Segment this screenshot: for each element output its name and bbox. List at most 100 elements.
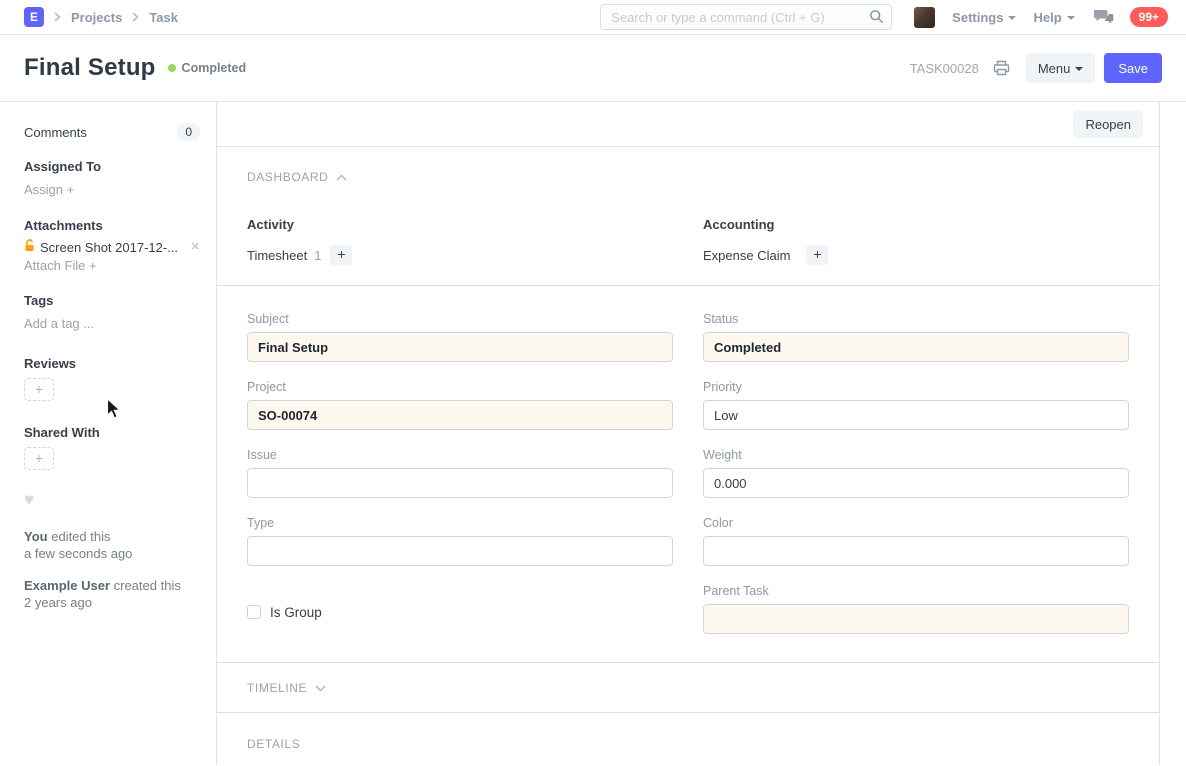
- status-dot-icon: [167, 64, 176, 72]
- main-content: Reopen DASHBOARD Activity Timesheet 1: [217, 102, 1160, 765]
- plus-icon: +: [66, 182, 75, 197]
- new-expense-claim-button[interactable]: +: [806, 245, 829, 265]
- weight-label: Weight: [703, 448, 742, 462]
- new-timesheet-button[interactable]: +: [330, 245, 353, 265]
- attachment-item: Screen Shot 2017-12-... ✕: [24, 239, 200, 256]
- sidebar-item-comments[interactable]: Comments 0: [24, 123, 200, 141]
- page-head: Final Setup Completed TASK00028 Menu Sav…: [0, 35, 1186, 102]
- details-section: DETAILS: [217, 712, 1159, 765]
- dashboard-activity-column: Activity Timesheet 1 +: [247, 217, 673, 265]
- document-id: TASK00028: [909, 60, 979, 76]
- search-icon: [869, 9, 884, 29]
- color-label: Color: [703, 516, 733, 530]
- edited-meta: You edited this a few seconds ago: [24, 529, 133, 561]
- details-section-toggle[interactable]: DETAILS: [247, 737, 301, 751]
- notifications-badge[interactable]: 99+: [1129, 7, 1168, 27]
- weight-input[interactable]: [703, 468, 1129, 498]
- color-field: Color: [703, 516, 1129, 566]
- priority-input[interactable]: [703, 400, 1129, 430]
- status-indicator: Completed: [167, 61, 246, 75]
- timeline-section-toggle[interactable]: TIMELINE: [247, 681, 326, 695]
- issue-field: Issue: [247, 448, 673, 498]
- navbar-right: Settings Help 99+: [914, 6, 1168, 28]
- dashboard-section: DASHBOARD Activity Timesheet 1 +: [217, 147, 1159, 285]
- created-meta: Example User created this 2 years ago: [24, 578, 181, 610]
- task-form-section: Subject Status Project Priority: [217, 285, 1159, 662]
- add-share-button[interactable]: +: [24, 447, 54, 470]
- chevron-right-icon: [131, 12, 140, 22]
- dashboard-accounting-column: Accounting Expense Claim +: [703, 217, 1129, 265]
- priority-field: Priority: [703, 380, 1129, 430]
- add-tag-input[interactable]: Add a tag ...: [24, 316, 95, 331]
- breadcrumb-projects[interactable]: Projects: [71, 9, 123, 25]
- print-icon[interactable]: [993, 60, 1010, 76]
- search-input[interactable]: [600, 4, 893, 30]
- parent-task-field: Parent Task: [703, 584, 1129, 634]
- save-button[interactable]: Save: [1104, 53, 1162, 83]
- sidebar: Comments 0 Assigned To Assign + Attachme…: [0, 102, 217, 765]
- app-logo[interactable]: E: [24, 7, 44, 27]
- parent-task-input[interactable]: [703, 604, 1129, 634]
- form-action-row: Reopen: [217, 102, 1159, 147]
- page-title: Final Setup: [24, 54, 156, 81]
- attachment-link[interactable]: Screen Shot 2017-12-...: [40, 240, 179, 255]
- settings-menu[interactable]: Settings: [952, 10, 1017, 25]
- dashboard-section-toggle[interactable]: DASHBOARD: [247, 170, 347, 184]
- type-input[interactable]: [247, 536, 673, 566]
- chevron-down-icon: [1075, 66, 1084, 71]
- project-field: Project: [247, 380, 673, 430]
- priority-label: Priority: [703, 380, 742, 394]
- subject-input[interactable]: [247, 332, 673, 362]
- color-input[interactable]: [703, 536, 1129, 566]
- status-field: Status: [703, 312, 1129, 362]
- subject-label: Subject: [247, 312, 289, 326]
- attach-file-button[interactable]: Attach File +: [24, 258, 97, 273]
- status-input[interactable]: [703, 332, 1129, 362]
- reviews-heading: Reviews: [24, 356, 77, 371]
- menu-button[interactable]: Menu: [1025, 53, 1096, 83]
- type-field: Type: [247, 516, 673, 566]
- project-label: Project: [247, 380, 286, 394]
- parent-task-label: Parent Task: [703, 584, 769, 598]
- remove-attachment-icon[interactable]: ✕: [190, 241, 200, 253]
- timeline-section: TIMELINE: [217, 662, 1159, 712]
- chat-icon[interactable]: [1093, 9, 1114, 26]
- user-avatar[interactable]: [914, 6, 936, 28]
- is-group-field: Is Group: [247, 590, 673, 634]
- navbar: E Projects Task Settings Help 99+: [0, 0, 1186, 35]
- chevron-up-icon: [336, 170, 347, 184]
- plus-icon: +: [89, 258, 97, 273]
- weight-field: Weight: [703, 448, 1129, 498]
- issue-label: Issue: [247, 448, 277, 462]
- chevron-down-icon: [1066, 15, 1075, 20]
- assigned-to-heading: Assigned To: [24, 159, 102, 174]
- timesheet-link[interactable]: Timesheet: [247, 247, 308, 263]
- timesheet-count: 1: [314, 247, 322, 263]
- project-input[interactable]: [247, 400, 673, 430]
- chevron-down-icon: [315, 681, 326, 695]
- expense-claim-link[interactable]: Expense Claim: [703, 247, 791, 263]
- reopen-button[interactable]: Reopen: [1073, 110, 1143, 138]
- assign-button[interactable]: Assign +: [24, 182, 75, 197]
- is-group-label: Is Group: [270, 604, 322, 620]
- shared-with-heading: Shared With: [24, 425, 100, 440]
- attachments-heading: Attachments: [24, 218, 103, 233]
- like-heart-icon[interactable]: ♥: [24, 490, 35, 509]
- is-group-checkbox[interactable]: [247, 605, 261, 619]
- status-label: Status: [703, 312, 739, 326]
- breadcrumb-task[interactable]: Task: [149, 9, 178, 25]
- type-label: Type: [247, 516, 275, 530]
- activity-heading: Activity: [247, 217, 294, 232]
- issue-input[interactable]: [247, 468, 673, 498]
- subject-field: Subject: [247, 312, 673, 362]
- unlock-icon: [24, 239, 35, 256]
- chevron-right-icon: [53, 12, 62, 22]
- add-review-button[interactable]: +: [24, 378, 54, 401]
- accounting-heading: Accounting: [703, 217, 775, 232]
- help-menu[interactable]: Help: [1033, 10, 1075, 25]
- tags-heading: Tags: [24, 293, 54, 308]
- global-search: [600, 4, 893, 30]
- chevron-down-icon: [1008, 15, 1017, 20]
- comments-count-badge: 0: [177, 123, 200, 141]
